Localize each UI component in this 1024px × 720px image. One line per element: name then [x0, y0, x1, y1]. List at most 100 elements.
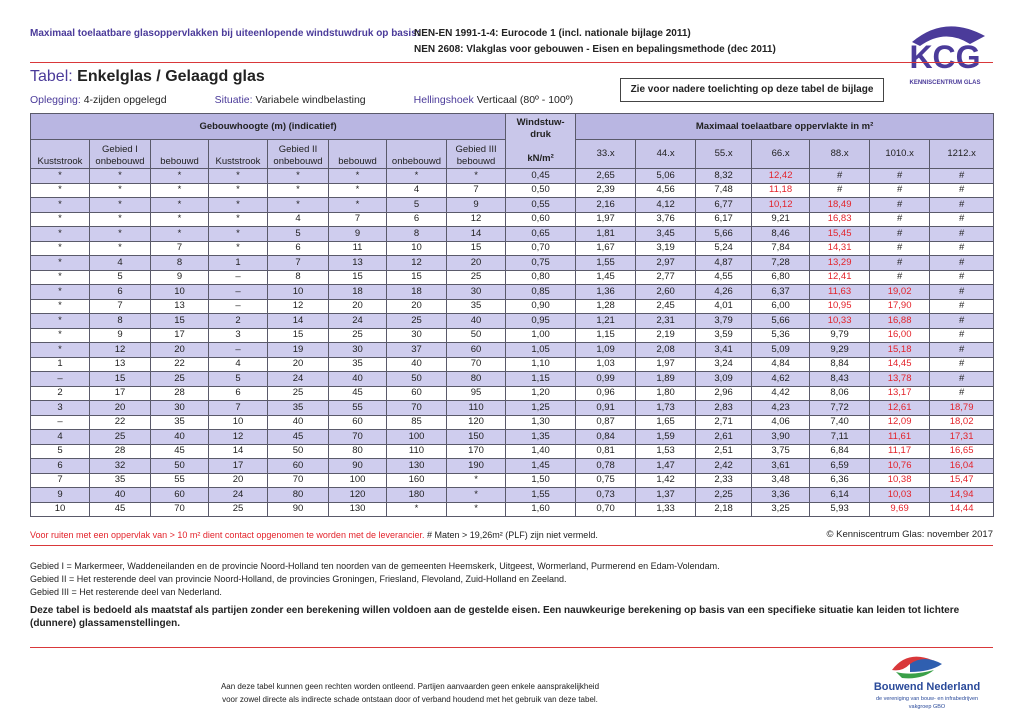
cell: 5,36 [751, 327, 811, 343]
cell: 20 [150, 342, 209, 358]
cell: 37 [386, 342, 447, 358]
cell: 6 [386, 211, 447, 227]
cell: 15 [89, 371, 151, 387]
cell: 7,40 [809, 414, 871, 430]
column-header: 88.x [809, 139, 871, 169]
footer: Aan deze tabel kunnen geen rechten worde… [200, 680, 620, 706]
meta-item: Hellingshoek Verticaal (80º - 100º) [414, 94, 573, 106]
table-row: 10 45 70 25 90 130 * * 1,60 0,70 1,33 2,18 3,25 5,93 9… [30, 501, 995, 517]
cell: 4 [267, 211, 329, 227]
cell: 60 [445, 342, 507, 358]
cell: 1,35 [505, 429, 577, 445]
cell: 13,17 [869, 385, 931, 401]
cell: 15 [267, 327, 329, 343]
cell: * [208, 226, 268, 242]
cell: 0,84 [575, 429, 637, 445]
cell: # [869, 182, 931, 198]
cell: 0,85 [505, 284, 577, 300]
cell: 40 [445, 313, 507, 329]
cell: 150 [445, 429, 507, 445]
cell: # [809, 182, 871, 198]
cell: # [929, 342, 995, 358]
divider [30, 62, 993, 63]
meta-label: Hellingshoek [413, 94, 474, 106]
cell: 1,37 [635, 487, 697, 503]
title-text: Enkelglas / Gelaagd glas [77, 68, 265, 85]
cell: 28 [150, 385, 209, 401]
cell: # [929, 371, 995, 387]
cell: 1,15 [575, 327, 637, 343]
cell: 13 [89, 356, 151, 372]
cell: # [929, 255, 995, 271]
copyright: © Kenniscentrum Glas: november 2017 [826, 529, 993, 540]
area-item: Gebied I = Markermeer, Waddeneilanden en… [30, 561, 720, 571]
table-row: –22 35 10 40 60 85 120 1,30 0,87 1,65 2,71 4,06 7,40… [30, 414, 995, 430]
cell: 7 [445, 182, 507, 198]
table-row: * * * * * * 4 7 0,50 2,39 4,56 7,48 11,18 # # # [30, 182, 995, 198]
cell: 0,91 [575, 400, 637, 416]
cell: 40 [150, 429, 209, 445]
cell: 80 [445, 371, 507, 387]
table-row: * 7 13–12 20 20 35 0,90 1,28 2,45 4,01 6,00 10,95 17… [30, 298, 995, 314]
cell: 30 [328, 342, 387, 358]
cell: 3,76 [635, 211, 697, 227]
cell: 7,28 [751, 255, 811, 271]
cell: 7 [89, 298, 151, 314]
cell: 15 [150, 313, 209, 329]
cell: * [30, 226, 90, 242]
cell: 10 [208, 414, 268, 430]
cell: 8,46 [751, 226, 811, 242]
cell: 14,31 [809, 240, 871, 256]
cell: 7 [30, 472, 90, 488]
cell: 5,24 [695, 240, 753, 256]
cell: 8 [150, 255, 209, 271]
cell: 20 [386, 298, 447, 314]
cell: 3,45 [635, 226, 697, 242]
cell: 4,06 [751, 414, 811, 430]
cell: 15 [445, 240, 507, 256]
table-row: 9 40 60 24 80 120 180 * 1,55 0,73 1,37 2,25 3,36 6,14… [30, 487, 995, 503]
cell: 4,12 [635, 197, 697, 213]
cell: 9,79 [809, 327, 871, 343]
cell: 4 [386, 182, 447, 198]
table-row: * 4 8 1 7 13 12 20 0,75 1,55 2,97 4,87 7,28 13,29 # # [30, 255, 995, 271]
cell: * [89, 240, 151, 256]
cell: 4,23 [751, 400, 811, 416]
cell: 18,79 [929, 400, 995, 416]
cell: 2,65 [575, 168, 637, 184]
cell: 9 [445, 197, 507, 213]
cell: * [89, 211, 151, 227]
table-row: * 6 10–10 18 18 30 0,85 1,36 2,60 4,26 6,37 11,63 19… [30, 284, 995, 300]
cell: * [30, 240, 90, 256]
cell: 3 [208, 327, 268, 343]
cell: 10 [30, 501, 90, 517]
cell: 17 [89, 385, 151, 401]
cell: 8 [89, 313, 151, 329]
cell: 6,80 [751, 269, 811, 285]
column-header: 44.x [635, 139, 697, 169]
cell: 1,60 [505, 501, 577, 517]
cell: 1,20 [505, 385, 577, 401]
cell: 12,41 [809, 269, 871, 285]
cell: 11,63 [809, 284, 871, 300]
cell: * [30, 255, 90, 271]
footer-line: Aan deze tabel kunnen geen rechten worde… [220, 682, 600, 691]
cell: 10,38 [869, 472, 931, 488]
table-row: 7 35 55 20 70 100 160 * 1,50 0,75 1,42 2,33 3,48 6,36… [30, 472, 995, 488]
cell: 120 [328, 487, 387, 503]
table-row: 3 20 30 7 35 55 70 110 1,25 0,91 1,73 2,83 4,23 7,72 1… [30, 400, 995, 416]
cell: 1,73 [635, 400, 697, 416]
cell: 12 [89, 342, 151, 358]
cell: 28 [89, 443, 151, 459]
cell: 6 [208, 385, 268, 401]
cell: # [929, 182, 995, 198]
cell: 4,87 [695, 255, 753, 271]
cell: 20 [89, 400, 151, 416]
cell: 80 [267, 487, 329, 503]
meta-item: Situatie: Variabele windbelasting [215, 94, 366, 106]
cell: 2,97 [635, 255, 697, 271]
cell: 4,26 [695, 284, 753, 300]
cell: # [869, 211, 931, 227]
intro: Maximaal toelaatbare glasoppervlakken bi… [30, 28, 421, 39]
